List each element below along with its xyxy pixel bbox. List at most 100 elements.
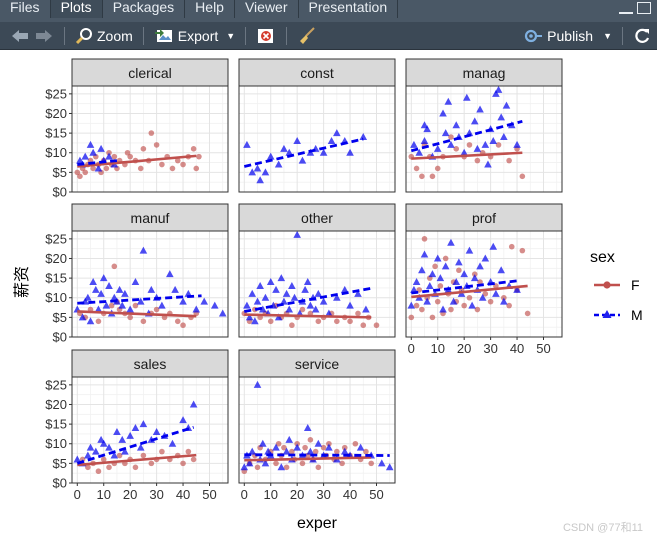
data-point-m: [131, 278, 140, 286]
data-point-f: [434, 165, 441, 172]
back-button[interactable]: [10, 25, 30, 47]
fit-line-m: [410, 119, 523, 153]
data-point-m: [463, 93, 471, 101]
data-point-f: [320, 444, 327, 451]
data-point-m: [314, 289, 323, 297]
data-point-f: [140, 452, 147, 459]
data-point-f: [299, 460, 306, 467]
data-point-m: [168, 439, 177, 447]
x-axis-sales: 0 10 20 30 40 50: [74, 483, 217, 502]
data-point-m: [298, 156, 307, 164]
data-point-f: [267, 318, 274, 325]
facet-panel-const: const: [238, 58, 396, 193]
data-point-m: [476, 105, 484, 113]
minimize-pane-button[interactable]: [619, 2, 633, 14]
remove-plot-icon: [258, 28, 274, 43]
data-point-m: [290, 293, 299, 301]
x-tick-label: 40: [510, 341, 524, 356]
data-point-m: [333, 293, 341, 301]
data-point-m: [285, 305, 294, 313]
data-point-f: [148, 130, 155, 136]
data-point-f: [373, 322, 380, 329]
data-point-m: [497, 113, 505, 121]
data-point-m: [210, 301, 219, 309]
remove-plot-button[interactable]: [256, 25, 276, 47]
data-point-m: [121, 289, 129, 297]
data-point-f: [100, 456, 107, 463]
publish-label: Publish: [547, 27, 594, 44]
arrow-left-icon: [12, 29, 28, 42]
data-point-f: [419, 306, 425, 313]
data-point-m: [200, 297, 209, 305]
data-point-m: [258, 305, 267, 313]
x-axis-service: 0 10 20 30 40 50: [241, 483, 384, 502]
forward-button[interactable]: [34, 25, 54, 47]
panel-background: [72, 377, 228, 483]
data-point-m: [136, 297, 145, 305]
data-point-f: [506, 157, 512, 164]
data-point-m: [277, 463, 286, 471]
x-tick-label: 10: [263, 487, 277, 502]
legend: sex F M: [590, 249, 643, 323]
publish-button[interactable]: Publish ▼: [523, 25, 612, 47]
data-point-m: [460, 270, 468, 278]
tab-files[interactable]: Files: [0, 0, 51, 18]
data-point-m: [91, 285, 100, 293]
toolbar-separator: [622, 26, 623, 45]
data-point-m: [470, 274, 479, 282]
data-point-f: [315, 464, 322, 471]
refresh-icon: [635, 28, 650, 43]
data-point-m: [192, 305, 201, 313]
export-button[interactable]: Export ▼: [154, 25, 235, 47]
tab-help[interactable]: Help: [185, 0, 235, 18]
data-point-m: [126, 305, 134, 313]
zoom-button[interactable]: Zoom: [75, 25, 133, 47]
facet-panel-manag: manag: [405, 58, 563, 193]
data-point-f: [124, 149, 131, 156]
data-point-m: [412, 278, 421, 286]
data-point-f: [180, 322, 186, 329]
maximize-pane-button[interactable]: [637, 2, 651, 14]
data-point-m: [248, 289, 257, 297]
facet-strip-label: sales: [134, 356, 167, 372]
fit-line-m: [77, 159, 118, 166]
data-point-m: [282, 289, 291, 297]
data-point-m: [240, 463, 249, 471]
facet-panel-service: service: [238, 349, 396, 484]
legend-item-f: F: [594, 277, 640, 293]
data-point-m: [253, 380, 262, 388]
data-point-f: [360, 322, 367, 329]
data-point-m: [470, 117, 479, 125]
tab-presentation[interactable]: Presentation: [299, 0, 399, 18]
facet-strip-label: service: [295, 356, 340, 372]
data-point-m: [288, 281, 296, 289]
data-point-f: [448, 306, 454, 313]
data-point-m: [319, 148, 328, 156]
data-point-m: [76, 156, 84, 164]
y-tick-label: $15: [45, 126, 67, 141]
data-point-f: [429, 314, 436, 321]
data-point-f: [180, 161, 186, 168]
tab-plots[interactable]: Plots: [50, 0, 103, 18]
fit-line-f: [244, 456, 372, 462]
data-point-m: [166, 270, 174, 278]
legend-key-f-point: [603, 281, 611, 289]
fit-line-f: [411, 151, 523, 160]
data-point-f: [95, 318, 102, 325]
y-tick-label: $25: [45, 231, 67, 246]
legend-label-m: M: [631, 307, 643, 323]
data-point-m: [152, 427, 161, 435]
data-point-f: [519, 173, 526, 180]
data-point-m: [99, 439, 108, 447]
tab-packages[interactable]: Packages: [103, 0, 186, 18]
data-point-f: [363, 448, 369, 455]
data-point-f: [190, 146, 197, 152]
y-tick-label: $0: [53, 476, 67, 491]
refresh-button[interactable]: [633, 25, 651, 47]
data-point-m: [494, 85, 503, 93]
facet-strip: [238, 203, 396, 232]
data-point-m: [418, 266, 426, 274]
clear-all-button[interactable]: [297, 25, 317, 47]
tab-viewer[interactable]: Viewer: [235, 0, 299, 18]
data-point-m: [131, 424, 140, 432]
